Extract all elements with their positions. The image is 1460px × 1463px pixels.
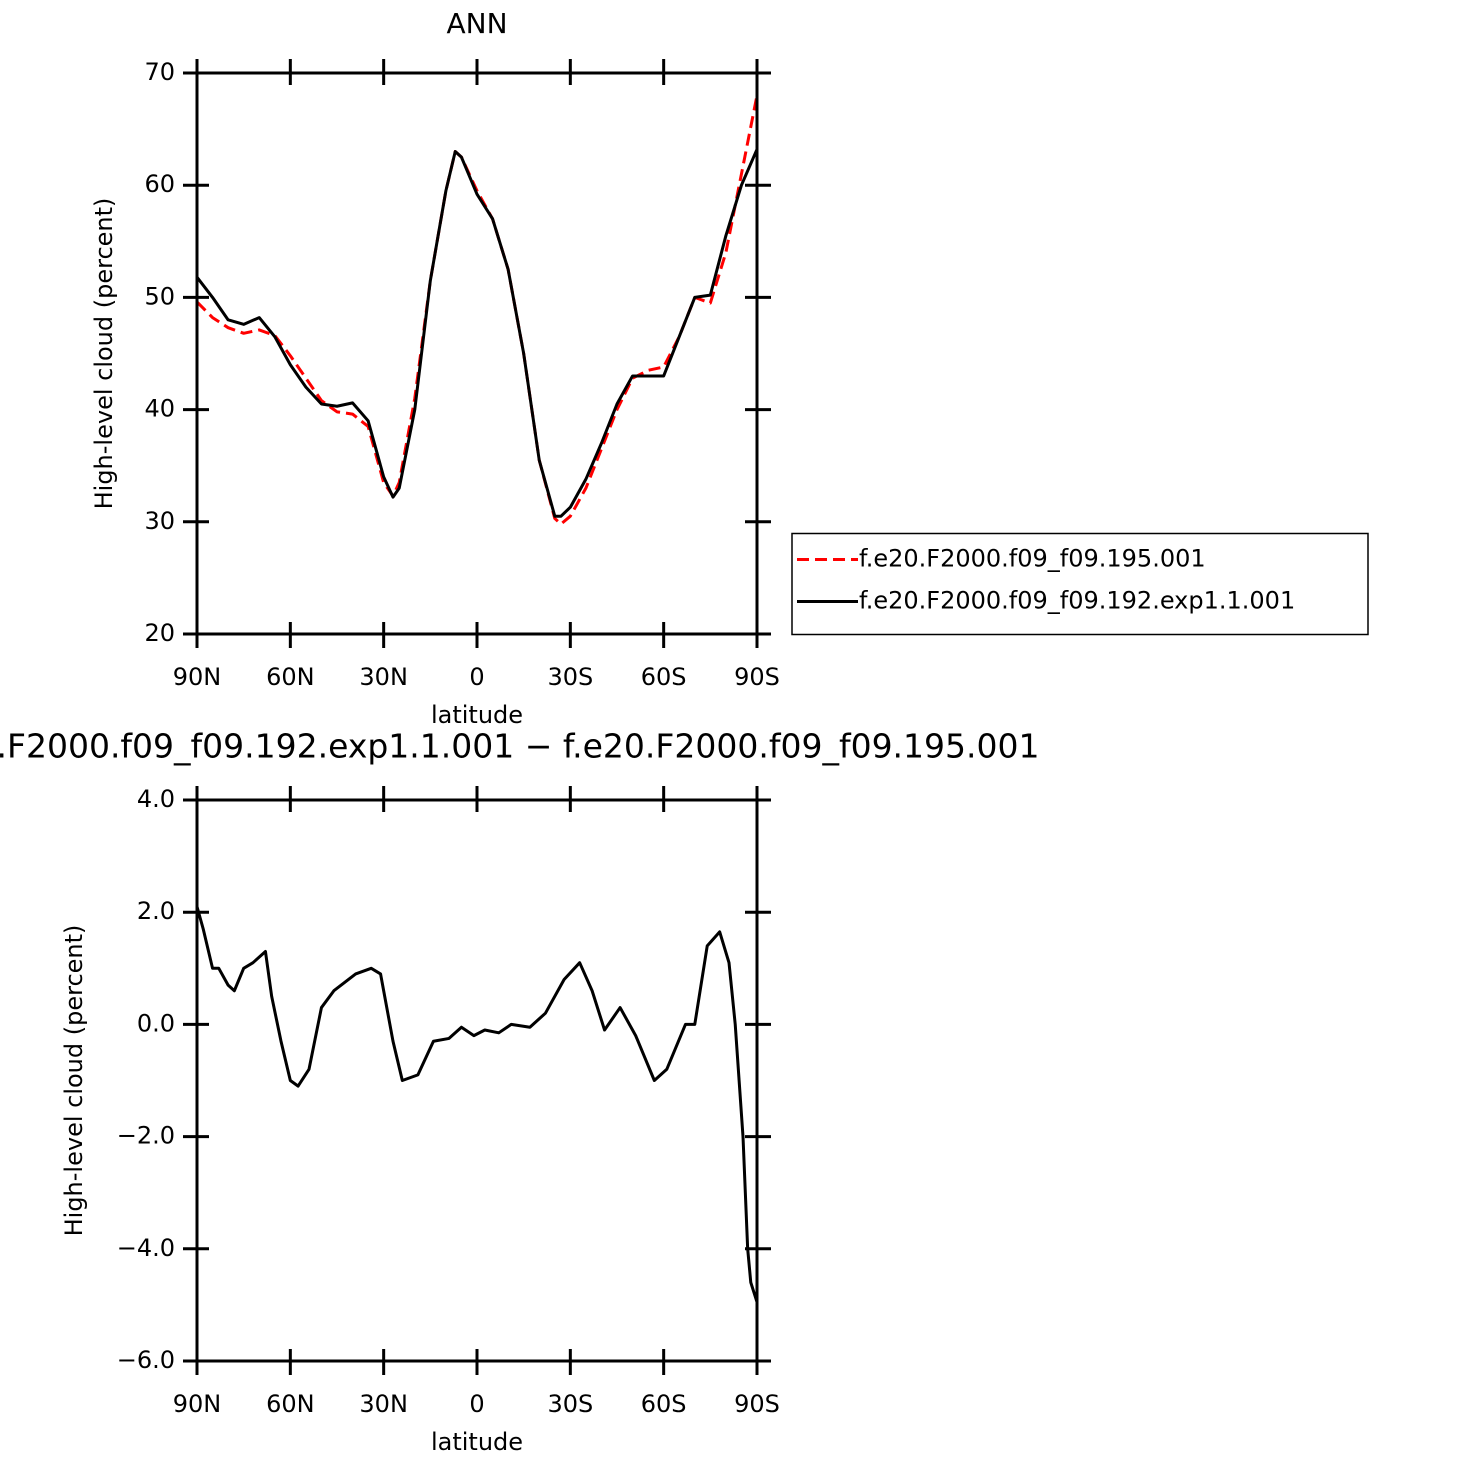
x-tick-label: 60N bbox=[266, 1390, 315, 1418]
x-tick-label: 0 bbox=[469, 663, 484, 691]
x-tick-label: 90N bbox=[173, 663, 222, 691]
chart-title: ANN bbox=[446, 7, 507, 40]
plot-frame bbox=[195, 71, 759, 636]
y-tick-label: 60 bbox=[144, 170, 175, 198]
x-tick-label: 60S bbox=[641, 1390, 687, 1418]
y-tick-label: 4.0 bbox=[137, 785, 175, 813]
data-line bbox=[195, 906, 759, 1303]
y-tick-label: 20 bbox=[144, 619, 175, 647]
x-tick-label: 0 bbox=[469, 1390, 484, 1418]
x-tick-label: 90S bbox=[734, 663, 780, 691]
x-axis-label: latitude bbox=[431, 1428, 523, 1456]
plot-frame bbox=[195, 798, 759, 1363]
y-tick-label: −6.0 bbox=[117, 1346, 175, 1374]
y-tick-label: 40 bbox=[144, 395, 175, 423]
y-tick-label: 2.0 bbox=[137, 897, 175, 925]
x-tick-label: 60N bbox=[266, 663, 315, 691]
y-axis-label: High-level cloud (percent) bbox=[60, 925, 88, 1237]
y-tick-label: 70 bbox=[144, 58, 175, 86]
y-tick-label: 50 bbox=[144, 282, 175, 310]
x-tick-label: 30S bbox=[547, 663, 593, 691]
data-line bbox=[195, 148, 759, 518]
x-tick-label: 30N bbox=[359, 663, 408, 691]
x-tick-label: 90N bbox=[173, 1390, 222, 1418]
x-tick-label: 30S bbox=[547, 1390, 593, 1418]
x-tick-label: 90S bbox=[734, 1390, 780, 1418]
y-tick-label: −2.0 bbox=[117, 1122, 175, 1150]
data-line bbox=[195, 95, 759, 526]
x-tick-label: 30N bbox=[359, 1390, 408, 1418]
x-tick-label: 60S bbox=[641, 663, 687, 691]
y-axis-label: High-level cloud (percent) bbox=[90, 198, 118, 510]
chart-title: f.e20.F2000.f09_f09.192.exp1.1.001 − f.e… bbox=[0, 727, 1040, 766]
legend-box bbox=[791, 532, 1369, 636]
y-tick-label: −4.0 bbox=[117, 1234, 175, 1262]
y-tick-label: 30 bbox=[144, 507, 175, 535]
legend-label: f.e20.F2000.f09_f09.195.001 bbox=[859, 545, 1206, 573]
y-tick-label: 0.0 bbox=[137, 1009, 175, 1037]
legend-label: f.e20.F2000.f09_f09.192.exp1.1.001 bbox=[859, 587, 1295, 615]
x-axis-label: latitude bbox=[431, 701, 523, 729]
